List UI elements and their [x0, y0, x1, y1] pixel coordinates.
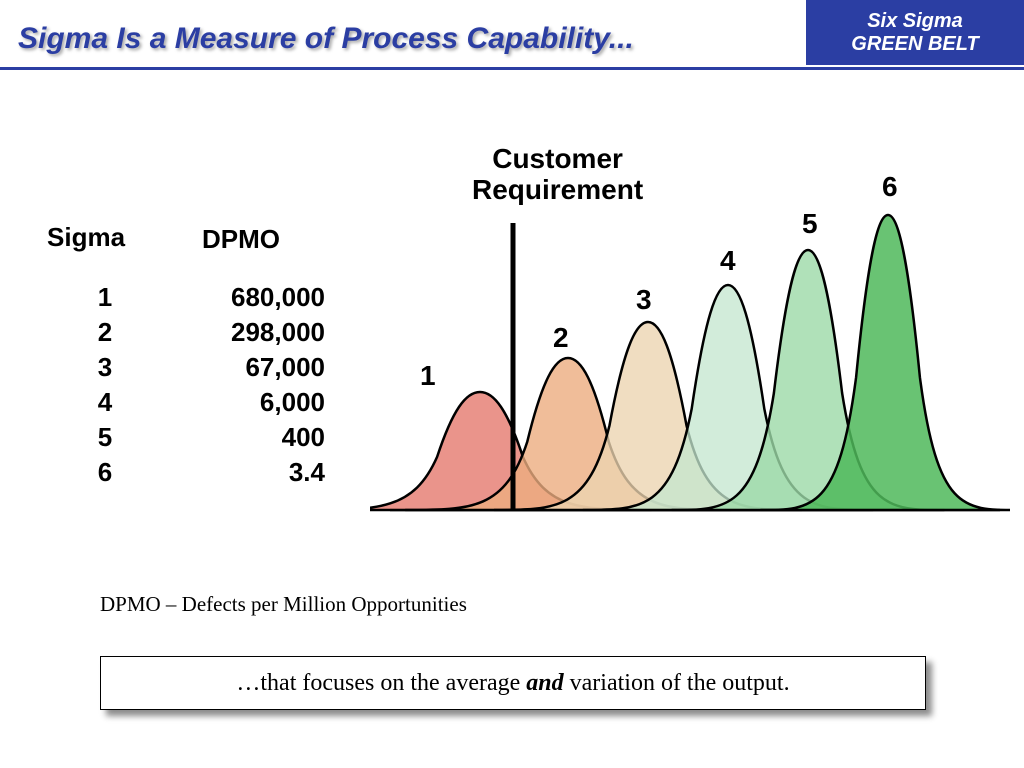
- sigma-cell: 4: [75, 387, 135, 418]
- table-row: 46,000: [75, 385, 325, 420]
- table-row: 2298,000: [75, 315, 325, 350]
- badge-line2: GREEN BELT: [851, 33, 978, 56]
- bell-curves-chart: [370, 155, 1010, 545]
- dpmo-column-header: DPMO: [202, 224, 280, 255]
- dpmo-footnote: DPMO – Defects per Million Opportunities: [100, 592, 467, 617]
- course-badge: Six Sigma GREEN BELT: [806, 0, 1024, 65]
- dpmo-cell: 6,000: [135, 387, 325, 418]
- sigma-cell: 2: [75, 317, 135, 348]
- curve-label-6: 6: [882, 171, 898, 203]
- conclusion-prefix: …that focuses on the average: [236, 670, 526, 696]
- slide-title: Sigma Is a Measure of Process Capability…: [18, 22, 634, 56]
- table-row: 5400: [75, 420, 325, 455]
- curve-label-3: 3: [636, 284, 652, 316]
- table-row: 1680,000: [75, 280, 325, 315]
- sigma-cell: 5: [75, 422, 135, 453]
- curve-label-4: 4: [720, 245, 736, 277]
- dpmo-cell: 298,000: [135, 317, 325, 348]
- curve-label-5: 5: [802, 208, 818, 240]
- dpmo-cell: 67,000: [135, 352, 325, 383]
- slide-header: Sigma Is a Measure of Process Capability…: [0, 0, 1024, 65]
- header-rule: [0, 67, 1024, 70]
- conclusion-box: …that focuses on the average and variati…: [100, 656, 926, 710]
- curve-label-2: 2: [553, 322, 569, 354]
- sigma-cell: 6: [75, 457, 135, 488]
- dpmo-cell: 400: [135, 422, 325, 453]
- conclusion-emph: and: [526, 670, 563, 696]
- curve-label-1: 1: [420, 360, 436, 392]
- badge-line1: Six Sigma: [867, 10, 963, 33]
- table-row: 367,000: [75, 350, 325, 385]
- sigma-column-header: Sigma: [47, 222, 125, 253]
- dpmo-cell: 3.4: [135, 457, 325, 488]
- sigma-dpmo-table: 1680,0002298,000367,00046,000540063.4: [75, 280, 325, 490]
- sigma-cell: 3: [75, 352, 135, 383]
- sigma-cell: 1: [75, 282, 135, 313]
- table-row: 63.4: [75, 455, 325, 490]
- dpmo-cell: 680,000: [135, 282, 325, 313]
- conclusion-suffix: variation of the output.: [564, 670, 790, 696]
